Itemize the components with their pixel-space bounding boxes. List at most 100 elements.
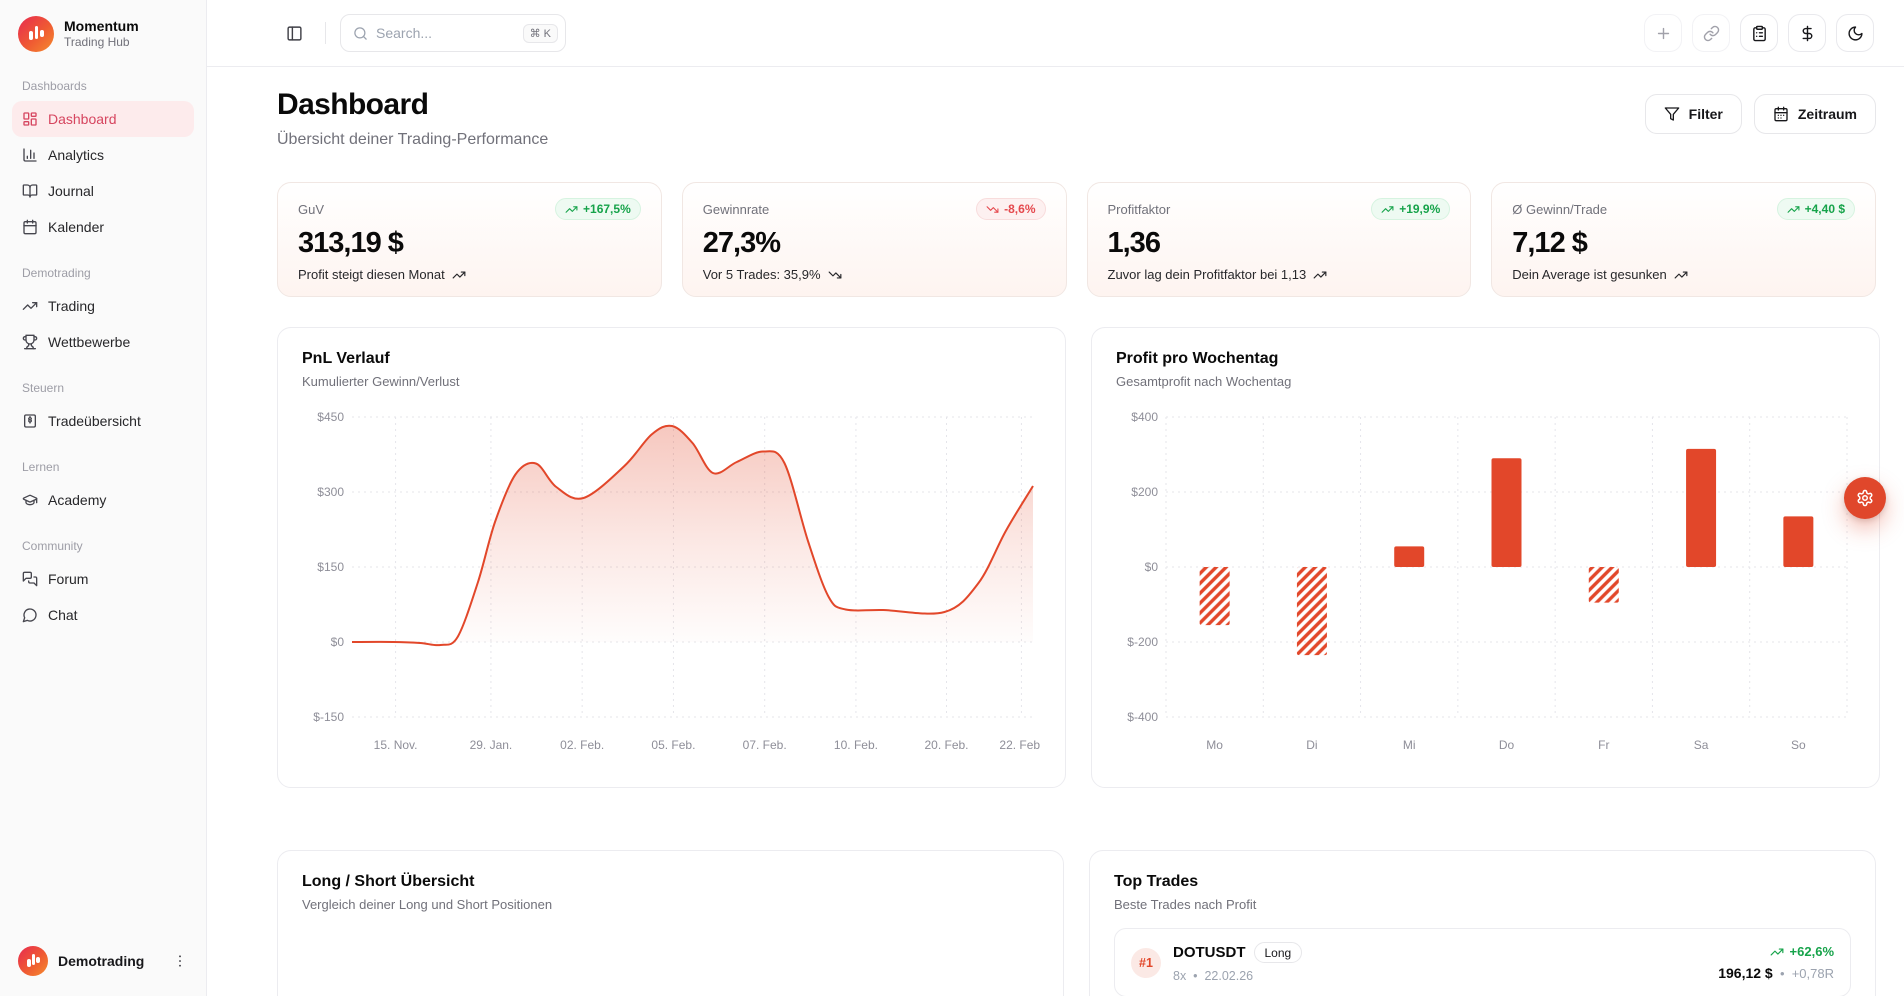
- sidebar-item-label: Analytics: [48, 147, 105, 163]
- sidebar-footer[interactable]: Demotrading: [12, 938, 194, 984]
- long-short-card: Long / Short Übersicht Vergleich deiner …: [277, 850, 1064, 996]
- sidebar-section-label: Demotrading: [22, 266, 91, 280]
- trending-up-icon: [1381, 205, 1394, 213]
- sidebar-item-journal[interactable]: Journal: [12, 173, 194, 209]
- more-vertical-icon[interactable]: [172, 953, 188, 969]
- stat-note: Zuvor lag dein Profitfaktor bei 1,13: [1108, 267, 1451, 282]
- sidebar-item-label: Wettbewerbe: [48, 334, 131, 350]
- graduation-cap-icon: [22, 494, 38, 506]
- long-short-title: Long / Short Übersicht: [302, 873, 475, 890]
- stat-card-3: Ø Gewinn/Trade +4,40 $ 7,12 $ Dein Avera…: [1491, 182, 1876, 297]
- link-button[interactable]: [1692, 14, 1730, 52]
- link-icon: [1703, 25, 1719, 41]
- top-trades-card: Top Trades Beste Trades nach Profit #1 D…: [1089, 850, 1876, 996]
- chart-column-icon: [23, 148, 37, 162]
- trending-up-icon: [452, 271, 466, 278]
- page-head: Dashboard Übersicht deiner Trading-Perfo…: [277, 88, 1876, 149]
- sidebar-item-label: Kalender: [48, 219, 105, 235]
- brand-logo-icon: [18, 16, 54, 52]
- brand[interactable]: Momentum Trading Hub: [12, 14, 194, 58]
- page-subtitle: Übersicht deiner Trading-Performance: [277, 131, 549, 148]
- trade-rank-badge: #1: [1131, 947, 1161, 978]
- search-shortcut-kbd: ⌘ K: [522, 23, 558, 43]
- sidebar-toggle-button[interactable]: [277, 16, 311, 50]
- svg-text:$200: $200: [1131, 485, 1158, 499]
- sidebar-item-kalender[interactable]: Kalender: [12, 209, 194, 245]
- sidebar-item-dashboard[interactable]: Dashboard: [12, 101, 194, 137]
- bar-Mi: [1394, 546, 1425, 567]
- svg-text:29. Jan.: 29. Jan.: [470, 738, 513, 752]
- panel-left-icon: [286, 25, 302, 41]
- date-range-button[interactable]: Zeitraum: [1753, 94, 1876, 134]
- trending-up-icon: [565, 205, 578, 213]
- messages-square-icon: [22, 571, 38, 587]
- filter-button[interactable]: Filter: [1644, 94, 1742, 134]
- clipboard-list-button[interactable]: [1740, 14, 1778, 52]
- sidebar-item-trading[interactable]: Trading: [12, 288, 194, 324]
- sidebar-item-analytics[interactable]: Analytics: [12, 137, 194, 173]
- area-chart-svg: $450 $300 $150 $0 $-150 15. Nov. 29. Jan. 02. F…: [313, 410, 1041, 752]
- brand-name: Momentum: [64, 17, 139, 34]
- svg-text:22. Feb.: 22. Feb.: [999, 738, 1041, 752]
- sidebar-item-label: Trading: [48, 298, 95, 314]
- sidebar-item-wettbewerbe[interactable]: Wettbewerbe: [12, 324, 194, 360]
- moon-button[interactable]: [1836, 14, 1874, 52]
- weekday-profit-chart-card: Profit pro Wochentag Gesamtprofit nach W…: [1091, 327, 1880, 788]
- topbar-divider: [325, 22, 326, 44]
- funnel-icon: [1664, 107, 1679, 121]
- search-icon: [353, 26, 368, 41]
- svg-text:$450: $450: [317, 410, 344, 424]
- stat-note: Dein Average ist gesunken: [1512, 267, 1855, 282]
- main-area: Search... ⌘ K Dashboard Übersicht deiner…: [207, 0, 1904, 996]
- trade-row-dotusdt[interactable]: #1 DOTUSDT Long 8x • 22.02.26 +62,6% 196…: [1114, 928, 1851, 996]
- weekday-chart-title: Profit pro Wochentag: [1116, 350, 1279, 367]
- moon-icon: [1847, 25, 1863, 41]
- top-trades-list: #1 DOTUSDT Long 8x • 22.02.26 +62,6% 196…: [1114, 928, 1851, 996]
- calendar-icon: [1773, 106, 1789, 122]
- pnl-chart-title: PnL Verlauf: [302, 350, 390, 367]
- page-content: Dashboard Übersicht deiner Trading-Perfo…: [207, 67, 1904, 996]
- sidebar-item-label: Tradeübersicht: [48, 413, 141, 429]
- sidebar-item-academy[interactable]: Academy: [12, 482, 194, 518]
- workspace-name: Demotrading: [58, 953, 145, 969]
- more-vertical-icon[interactable]: [172, 953, 188, 969]
- svg-text:10. Feb.: 10. Feb.: [834, 738, 878, 752]
- stat-change-badge: +19,9%: [1371, 198, 1451, 220]
- funnel-icon: [1664, 106, 1680, 122]
- svg-text:$150: $150: [317, 560, 344, 574]
- pnl-chart-card: PnL Verlauf Kumulierter Gewinn/Verlust $…: [277, 327, 1066, 788]
- date-range-button-label: Zeitraum: [1797, 106, 1857, 122]
- bar-Sa: [1686, 448, 1717, 567]
- message-circle-icon: [22, 608, 37, 623]
- stat-note: Profit steigt diesen Monat: [298, 267, 641, 282]
- top-trades-subtitle: Beste Trades nach Profit: [1114, 897, 1257, 912]
- sidebar-item-trade-bersicht[interactable]: Tradeübersicht: [12, 403, 194, 439]
- svg-text:Do: Do: [1499, 738, 1515, 752]
- sidebar-section-label: Lernen: [22, 460, 60, 474]
- svg-text:$-400: $-400: [1127, 710, 1158, 724]
- svg-text:So: So: [1791, 738, 1806, 752]
- dollar-sign-button[interactable]: [1788, 14, 1826, 52]
- sidebar-item-forum[interactable]: Forum: [12, 561, 194, 597]
- clipboard-list-icon: [1752, 25, 1766, 41]
- svg-text:$-150: $-150: [313, 710, 344, 724]
- svg-text:$0: $0: [331, 635, 345, 649]
- svg-text:$-200: $-200: [1127, 635, 1158, 649]
- search-placeholder: Search...: [376, 25, 433, 41]
- weekday-bar-chart: $400 $200 $0 $-200 $-400 Mo Di Mi Do Fr Sa So: [1116, 405, 1855, 757]
- plus-button[interactable]: [1644, 14, 1682, 52]
- trade-percent: +62,6%: [1770, 944, 1834, 959]
- sidebar-item-chat[interactable]: Chat: [12, 597, 194, 633]
- stat-value: 313,19 $: [298, 227, 404, 259]
- brand-text: Momentum Trading Hub: [64, 18, 139, 50]
- layout-dashboard-icon: [23, 112, 37, 126]
- trade-profit: 196,12 $ • +0,78R: [1718, 965, 1834, 981]
- trade-symbol: DOTUSDT: [1173, 944, 1246, 961]
- settings-fab[interactable]: [1844, 477, 1886, 519]
- search-input[interactable]: Search... ⌘ K: [340, 14, 566, 52]
- weekday-chart-subtitle: Gesamtprofit nach Wochentag: [1116, 374, 1292, 389]
- svg-text:20. Feb.: 20. Feb.: [924, 738, 968, 752]
- stat-cards: GuV +167,5% 313,19 $ Profit steigt diese…: [277, 182, 1876, 297]
- plus-icon: [1657, 27, 1669, 39]
- stat-value: 7,12 $: [1512, 227, 1588, 259]
